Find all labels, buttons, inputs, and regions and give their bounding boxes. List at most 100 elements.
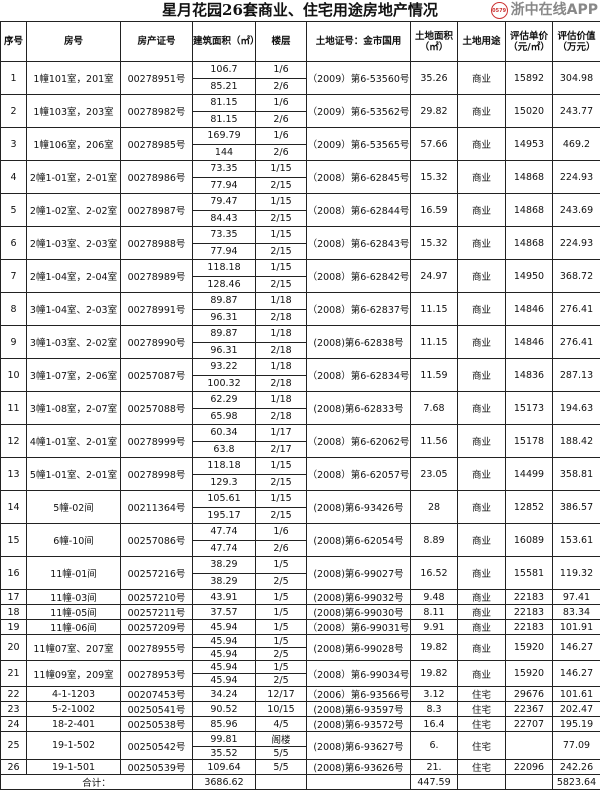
cell-seq: 6 xyxy=(1,227,27,260)
total-value: 5823.64 xyxy=(553,775,600,790)
cell-area: 129.3 xyxy=(193,474,256,491)
cell-land-area: 3.12 xyxy=(411,687,458,702)
cell-land-use: 商业 xyxy=(458,590,506,605)
cell-cert: 00211364号 xyxy=(121,491,193,524)
cell-value: 146.27 xyxy=(553,661,600,687)
cell-land-use: 住宅 xyxy=(458,717,506,732)
cell-floor: 1/15 xyxy=(256,491,307,508)
cell-unit-price: 15178 xyxy=(506,425,553,458)
cell-land-cert: （2008）第6-62844号 xyxy=(307,194,411,227)
cell-land-use: 住宅 xyxy=(458,702,506,717)
cell-floor: 1/5 xyxy=(256,661,307,674)
cell-unit-price: 15892 xyxy=(506,62,553,95)
cell-unit-price: 15920 xyxy=(506,635,553,661)
cell-floor: 2/15 xyxy=(256,276,307,293)
cell-room: 3幢1-08室，2-07室 xyxy=(27,392,121,425)
cell-land-cert: (2008)第6-93597号 xyxy=(307,702,411,717)
header-room: 房号 xyxy=(27,22,121,62)
cell-land-cert: （2008）第6-62837号 xyxy=(307,293,411,326)
cell-floor: 2/5 xyxy=(256,648,307,661)
cell-land-cert: （2008）第6-62842号 xyxy=(307,260,411,293)
cell-value: 243.77 xyxy=(553,95,600,128)
cell-room: 4幢1-01室、2-01室 xyxy=(27,425,121,458)
cell-land-use: 商业 xyxy=(458,458,506,491)
cell-unit-price: 22183 xyxy=(506,590,553,605)
cell-area: 93.22 xyxy=(193,359,256,376)
cell-floor: 1/6 xyxy=(256,524,307,541)
cell-floor: 1/18 xyxy=(256,326,307,343)
cell-seq: 21 xyxy=(1,661,27,687)
cell-land-use: 商业 xyxy=(458,194,506,227)
cell-area: 96.31 xyxy=(193,309,256,326)
cell-value: 469.2 xyxy=(553,128,600,161)
cell-unit-price: 22096 xyxy=(506,760,553,775)
cell-land-use: 商业 xyxy=(458,620,506,635)
cell-land-cert: (2008)第6-93572号 xyxy=(307,717,411,732)
cell-seq: 8 xyxy=(1,293,27,326)
cell-land-area: 16.4 xyxy=(411,717,458,732)
cell-room: 11幢-05间 xyxy=(27,605,121,620)
cell-floor: 2/15 xyxy=(256,177,307,194)
cell-floor: 1/15 xyxy=(256,458,307,475)
cell-room: 1幢106室，206室 xyxy=(27,128,121,161)
cell-unit-price xyxy=(506,732,553,760)
cell-room: 2幢1-02室、2-02室 xyxy=(27,194,121,227)
cell-unit-price: 22183 xyxy=(506,620,553,635)
cell-land-area: 28 xyxy=(411,491,458,524)
cell-floor: 12/17 xyxy=(256,687,307,702)
cell-land-area: 57.66 xyxy=(411,128,458,161)
cell-seq: 11 xyxy=(1,392,27,425)
cell-area: 73.35 xyxy=(193,161,256,178)
cell-unit-price: 15581 xyxy=(506,557,553,590)
cell-area: 34.24 xyxy=(193,687,256,702)
cell-unit-price: 22707 xyxy=(506,717,553,732)
cell-cert: 00278953号 xyxy=(121,661,193,687)
cell-value: 242.26 xyxy=(553,760,600,775)
cell-land-cert: （2006）第6-93566号 xyxy=(307,687,411,702)
cell-area: 84.43 xyxy=(193,210,256,227)
cell-seq: 20 xyxy=(1,635,27,661)
cell-area: 62.29 xyxy=(193,392,256,409)
header-area: 建筑面积（㎡） xyxy=(193,22,256,62)
cell-area: 77.94 xyxy=(193,177,256,194)
cell-cert: 00278986号 xyxy=(121,161,193,194)
cell-land-cert: （2008）第6-62845号 xyxy=(307,161,411,194)
cell-unit-price: 14846 xyxy=(506,326,553,359)
cell-land-cert: (2008)第6-93626号 xyxy=(307,760,411,775)
cell-floor: 1/6 xyxy=(256,95,307,112)
cell-floor: 2/17 xyxy=(256,441,307,458)
cell-seq: 17 xyxy=(1,590,27,605)
cell-seq: 15 xyxy=(1,524,27,557)
cell-area: 35.52 xyxy=(193,747,256,760)
cell-area: 89.87 xyxy=(193,326,256,343)
cell-unit-price: 14953 xyxy=(506,128,553,161)
cell-area: 45.94 xyxy=(193,674,256,687)
cell-floor: 1/5 xyxy=(256,557,307,574)
cell-value: 386.57 xyxy=(553,491,600,524)
cell-land-use: 商业 xyxy=(458,491,506,524)
cell-room: 2幢1-04室，2-04室 xyxy=(27,260,121,293)
cell-floor: 2/18 xyxy=(256,375,307,392)
cell-cert: 00278985号 xyxy=(121,128,193,161)
cell-value: 153.61 xyxy=(553,524,600,557)
cell-land-area: 21. xyxy=(411,760,458,775)
cell-land-area: 15.32 xyxy=(411,227,458,260)
cell-area: 99.81 xyxy=(193,732,256,747)
cell-area: 47.74 xyxy=(193,540,256,557)
cell-cert: 00257088号 xyxy=(121,392,193,425)
cell-seq: 18 xyxy=(1,605,27,620)
cell-cert: 00257211号 xyxy=(121,605,193,620)
cell-land-cert: （2008）第6-62843号 xyxy=(307,227,411,260)
cell-floor: 2/15 xyxy=(256,210,307,227)
cell-seq: 26 xyxy=(1,760,27,775)
cell-land-area: 35.26 xyxy=(411,62,458,95)
cell-area: 43.91 xyxy=(193,590,256,605)
cell-cert: 00278951号 xyxy=(121,62,193,95)
cell-room: 19-1-501 xyxy=(27,760,121,775)
cell-room: 18-2-401 xyxy=(27,717,121,732)
